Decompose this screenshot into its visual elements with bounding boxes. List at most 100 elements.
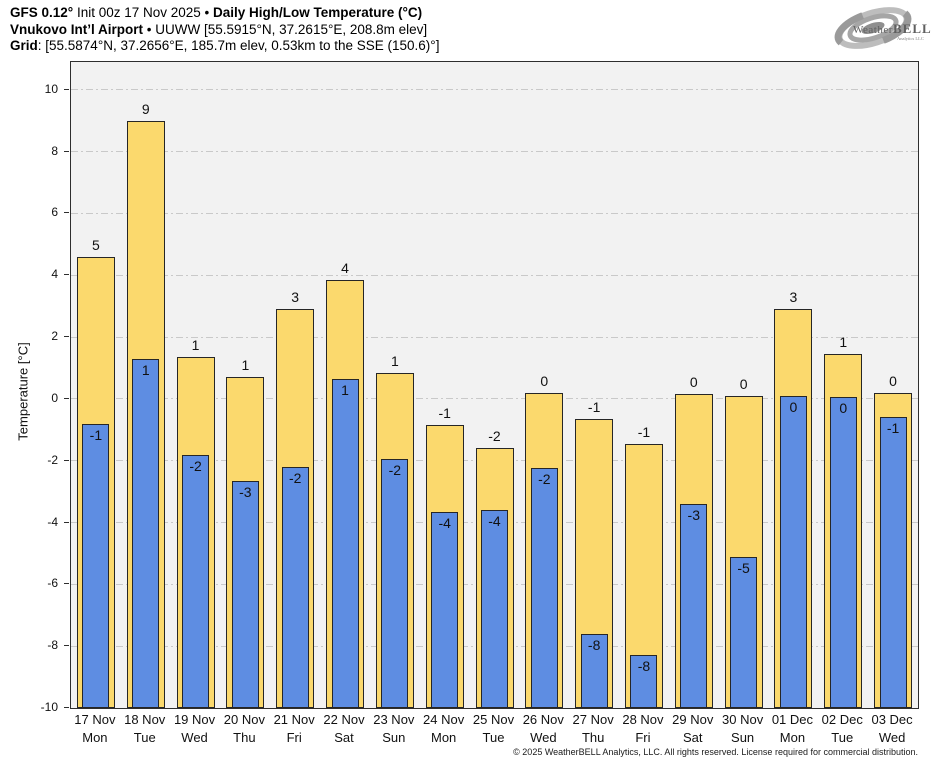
x-tick-label: 29 Nov Sat [668, 711, 718, 747]
x-tick-label: 19 Nov Wed [170, 711, 220, 747]
high-value-label: 1 [241, 357, 250, 374]
low-value-label: -2 [189, 457, 202, 474]
x-tick-date: 18 Nov [124, 712, 166, 727]
y-tick-mark [64, 459, 69, 461]
high-value-label: -1 [438, 405, 451, 422]
y-tick-mark [64, 645, 69, 647]
x-tick-day: Tue [831, 730, 854, 745]
y-tick-label: 8 [51, 143, 58, 158]
x-tick-date: 30 Nov [722, 712, 764, 727]
logo-brand-main: Weather [853, 24, 893, 36]
x-tick-date: 03 Dec [871, 712, 913, 727]
y-tick-label: 4 [51, 267, 58, 282]
x-tick-date: 24 Nov [423, 712, 465, 727]
low-value-label: -8 [637, 658, 651, 675]
gridline [71, 274, 918, 276]
x-tick-label: 03 Dec Wed [867, 711, 917, 747]
x-tick-day: Fri [635, 730, 651, 745]
y-tick-mark [64, 521, 69, 523]
x-tick-day: Mon [431, 730, 457, 745]
gridline [71, 398, 918, 400]
x-tick-day: Tue [482, 730, 505, 745]
high-value-label: -1 [587, 399, 601, 415]
low-bar [281, 466, 309, 708]
x-tick-date: 17 Nov [74, 712, 116, 727]
high-value-label: 0 [689, 374, 698, 391]
x-tick-date: 25 Nov [472, 712, 515, 727]
low-value-label: -4 [438, 514, 451, 531]
low-bar [680, 504, 708, 708]
high-value-label: 4 [341, 259, 349, 276]
x-tick-day: Fri [286, 730, 302, 745]
low-value-label: -3 [239, 483, 252, 500]
y-tick-label: -4 [47, 514, 58, 529]
y-tick-mark [64, 397, 69, 399]
high-value-label: -1 [637, 423, 651, 440]
high-value-label: 3 [789, 289, 798, 306]
high-value-label: 0 [889, 372, 897, 389]
y-tick-label: 6 [51, 205, 58, 220]
copyright-text: © 2025 WeatherBELL Analytics, LLC. All r… [513, 747, 918, 757]
y-tick-mark [64, 707, 69, 708]
high-value-label: 1 [390, 352, 399, 369]
x-tick-date: 21 Nov [273, 712, 315, 727]
low-bar [381, 459, 409, 708]
low-bar [82, 423, 110, 708]
x-tick-day: Sat [683, 730, 703, 745]
high-value-label: 3 [291, 289, 300, 306]
y-tick-mark [64, 150, 69, 152]
gridline [71, 151, 918, 153]
low-bar [481, 510, 508, 708]
y-tick-label: 0 [51, 390, 58, 405]
x-tick-day: Sat [334, 730, 354, 745]
y-tick-label: -2 [47, 452, 58, 467]
low-value-label: -3 [687, 507, 700, 523]
grid-coords: : [55.5874°N, 37.2656°E, 185.7m elev, 0.… [37, 38, 440, 53]
high-value-label: 0 [739, 375, 748, 392]
x-tick-date: 22 Nov [323, 712, 365, 727]
high-value-label: 1 [191, 337, 200, 354]
gridline [71, 336, 918, 338]
y-tick-label: -8 [47, 638, 58, 653]
y-tick-mark [64, 88, 69, 90]
low-bar [630, 655, 658, 708]
x-tick-date: 02 Dec [821, 712, 863, 727]
model-init-label: GFS 0.12° [10, 5, 74, 20]
y-tick-label: -10 [40, 700, 58, 714]
x-tick-day: Sun [382, 730, 406, 745]
x-tick-label: 18 Nov Tue [120, 711, 170, 747]
y-tick-label: 2 [51, 329, 58, 344]
x-tick-day: Wed [530, 730, 557, 745]
x-tick-day: Thu [233, 730, 256, 745]
y-tick-mark [64, 583, 69, 585]
x-tick-date: 28 Nov [622, 712, 664, 727]
hurricane-swirl-icon: Weather BELL Analytics LLC [834, 7, 931, 49]
low-value-label: -8 [587, 636, 601, 653]
x-tick-day: Mon [82, 730, 108, 745]
station-coords: • UUWW [55.5915°N, 37.2615°E, 208.8m ele… [143, 21, 428, 37]
x-tick-day: Mon [779, 730, 806, 745]
high-value-label: -2 [488, 428, 501, 445]
x-tick-date: 26 Nov [522, 712, 564, 727]
x-tick-date: 20 Nov [223, 712, 265, 727]
x-tick-label: 30 Nov Sun [718, 711, 768, 747]
x-tick-date: 01 Dec [771, 712, 814, 727]
header-line-1: GFS 0.12° Init 00z 17 Nov 2025 • Daily H… [10, 5, 439, 22]
low-value-label: 1 [141, 361, 150, 378]
x-tick-label: 02 Dec Tue [817, 711, 867, 747]
plot-area: 5 -1 9 1 1 -2 1 -3 3 -2 4 1 1 -2 -1 -4 -2 -4 0 -2 -1 -8 -1 -8 0 -… [70, 61, 919, 709]
chart-title: Daily High/Low Temperature (°C) [213, 5, 423, 20]
x-tick-day: Thu [581, 730, 605, 745]
weatherbell-logo: Weather BELL Analytics LLC [831, 4, 931, 54]
station-name: Vnukovo Int’l Airport [10, 21, 143, 37]
low-bar [530, 468, 558, 708]
y-tick-mark [64, 212, 69, 214]
low-bar [132, 358, 160, 708]
high-value-label: 5 [92, 236, 100, 253]
init-time-text: Init 00z 17 Nov 2025 • [73, 5, 213, 20]
low-bar [431, 511, 459, 708]
gridline [71, 212, 918, 214]
low-value-label: 0 [839, 400, 848, 417]
low-bar [730, 556, 758, 708]
low-bar [879, 417, 907, 708]
